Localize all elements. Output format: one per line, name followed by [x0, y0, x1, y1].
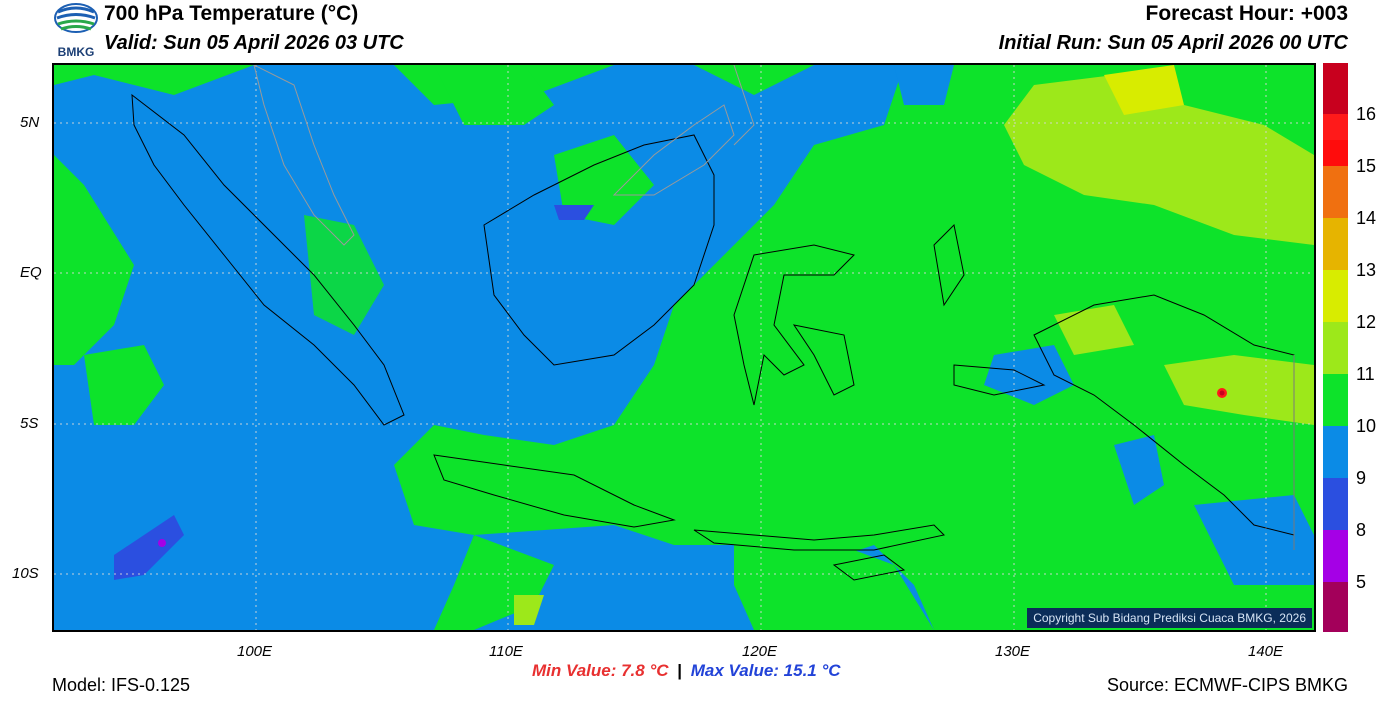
- lat-label-10s: 10S: [12, 565, 39, 582]
- colorbar-label: 16: [1356, 104, 1377, 124]
- colorbar-label: 11: [1356, 364, 1375, 384]
- colorbar-segment: [1323, 218, 1348, 270]
- initial-run: Initial Run: Sun 05 April 2026 00 UTC: [998, 32, 1348, 54]
- source-label: Source: ECMWF-CIPS BMKG: [1106, 675, 1348, 695]
- lon-label-110e: 110E: [489, 643, 523, 660]
- colorbar-segment: [1323, 140, 1348, 166]
- lon-label-120e: 120E: [742, 643, 778, 660]
- lon-label-140e: 140E: [1248, 643, 1284, 660]
- colorbar-segment: [1323, 478, 1348, 530]
- model-label: Model: IFS-0.125: [52, 675, 191, 695]
- valid-time: Valid: Sun 05 April 2026 03 UTC: [104, 32, 404, 54]
- copyright-note: Copyright Sub Bidang Prediksi Cuaca BMKG…: [1027, 608, 1312, 628]
- map-title: 700 hPa Temperature (°C): [104, 2, 359, 25]
- colorbar-label: 14: [1356, 208, 1377, 228]
- colorbar-label: 9: [1356, 468, 1367, 488]
- colorbar-segment: [1323, 582, 1348, 632]
- min-max-separator: |: [677, 661, 683, 680]
- lon-label-100e: 100E: [237, 643, 273, 660]
- lat-label-5s: 5S: [20, 415, 39, 432]
- bmkg-logo-text: BMKG: [57, 45, 95, 59]
- max-value: Max Value: 15.1 °C: [690, 661, 841, 680]
- temperature-field: [54, 65, 1314, 630]
- colorbar-label: 12: [1356, 312, 1377, 332]
- colorbar-segment: [1323, 114, 1348, 140]
- colorbar-label: 15: [1356, 156, 1377, 176]
- colorbar-segment: [1323, 530, 1348, 582]
- colorbar-label: 8: [1356, 520, 1367, 540]
- temperature-map: Copyright Sub Bidang Prediksi Cuaca BMKG…: [52, 63, 1316, 632]
- colorbar-label: 13: [1356, 260, 1377, 280]
- bmkg-logo: BMKG: [52, 2, 100, 60]
- colorbar-label: 5: [1356, 572, 1367, 592]
- min-max-line: Min Value: 7.8 °C | Max Value: 15.1 °C: [532, 661, 841, 681]
- colorbar-segment: [1323, 426, 1348, 478]
- bmkg-logo-icon: [54, 3, 98, 33]
- colorbar-segment: [1323, 63, 1348, 114]
- colorbar-segment: [1323, 322, 1348, 374]
- colorbar-segment: [1323, 374, 1348, 426]
- lat-label-5n: 5N: [20, 114, 40, 131]
- colorbar-label: 10: [1356, 416, 1377, 436]
- colorbar-segment: [1323, 166, 1348, 218]
- lat-label-eq: EQ: [20, 264, 42, 281]
- forecast-hour: Forecast Hour: +003: [1145, 2, 1349, 25]
- lon-label-130e: 130E: [995, 643, 1031, 660]
- colorbar-segment: [1323, 270, 1348, 322]
- min-value: Min Value: 7.8 °C: [532, 661, 669, 680]
